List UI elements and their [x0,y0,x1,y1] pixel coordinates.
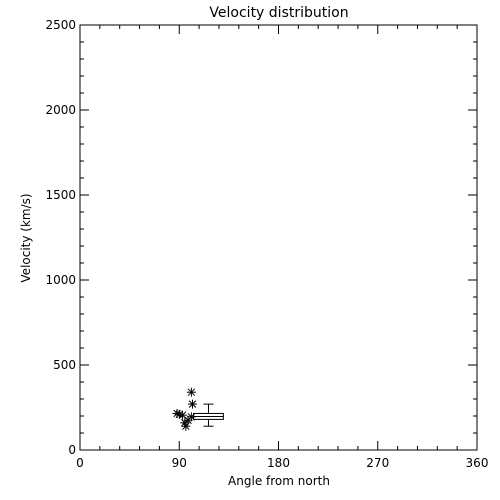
x-tick-label: 360 [466,456,489,470]
y-tick-label: 500 [53,358,76,372]
y-tick-label: 2500 [45,18,76,32]
data-point [178,410,188,420]
y-tick-label: 1500 [45,188,76,202]
data-point-stroke [187,388,196,396]
data-point [186,412,196,422]
data-point-stroke [178,411,187,419]
x-tick-label: 270 [366,456,389,470]
x-axis-label: Angle from north [228,474,330,488]
data-point-stroke [188,400,197,408]
x-tick-label: 0 [76,456,84,470]
axis-ticks [79,24,478,451]
y-tick-label: 1000 [45,273,76,287]
boxplot [193,403,224,427]
y-axis-label: Velocity (km/s) [19,193,33,282]
chart-title: Velocity distribution [209,5,348,21]
y-tick-label: 2000 [45,103,76,117]
data-point-stroke [175,410,183,419]
x-tick-label: 180 [267,456,290,470]
x-tick-label: 90 [172,456,187,470]
data-points [172,387,197,431]
plot-frame [79,24,478,451]
data-point [187,399,197,409]
y-tick-label: 0 [68,443,76,457]
axis-tick-labels: 0 90 180 270 360 0 500 1000 1500 2000 2500 [45,18,488,470]
data-point [186,387,196,397]
data-point-stroke [187,413,196,421]
